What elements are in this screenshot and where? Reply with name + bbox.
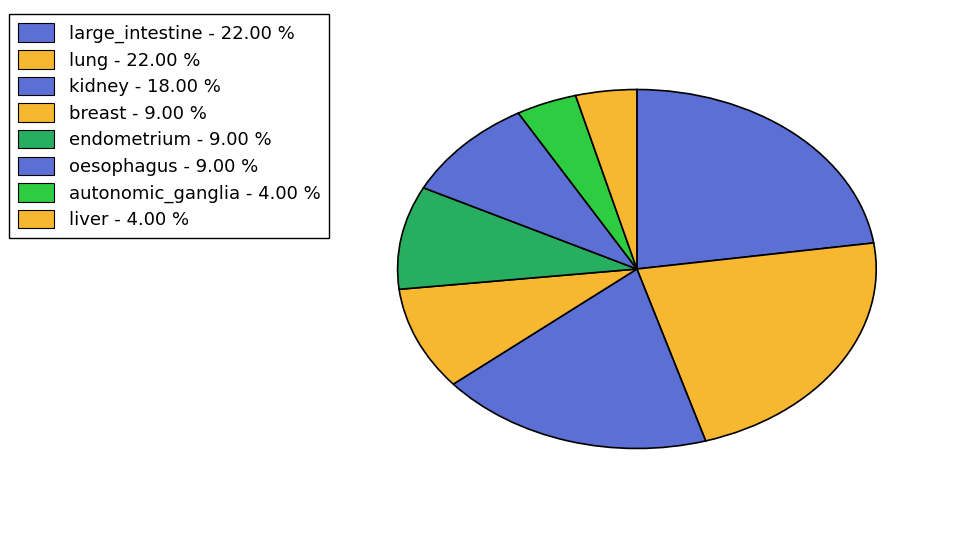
Wedge shape [454, 269, 705, 449]
Wedge shape [424, 113, 637, 269]
Wedge shape [575, 89, 637, 269]
Wedge shape [398, 188, 637, 289]
Wedge shape [637, 89, 873, 269]
Wedge shape [518, 96, 637, 269]
Wedge shape [637, 243, 876, 441]
Wedge shape [400, 269, 637, 384]
Legend: large_intestine - 22.00 %, lung - 22.00 %, kidney - 18.00 %, breast - 9.00 %, en: large_intestine - 22.00 %, lung - 22.00 … [9, 15, 329, 238]
